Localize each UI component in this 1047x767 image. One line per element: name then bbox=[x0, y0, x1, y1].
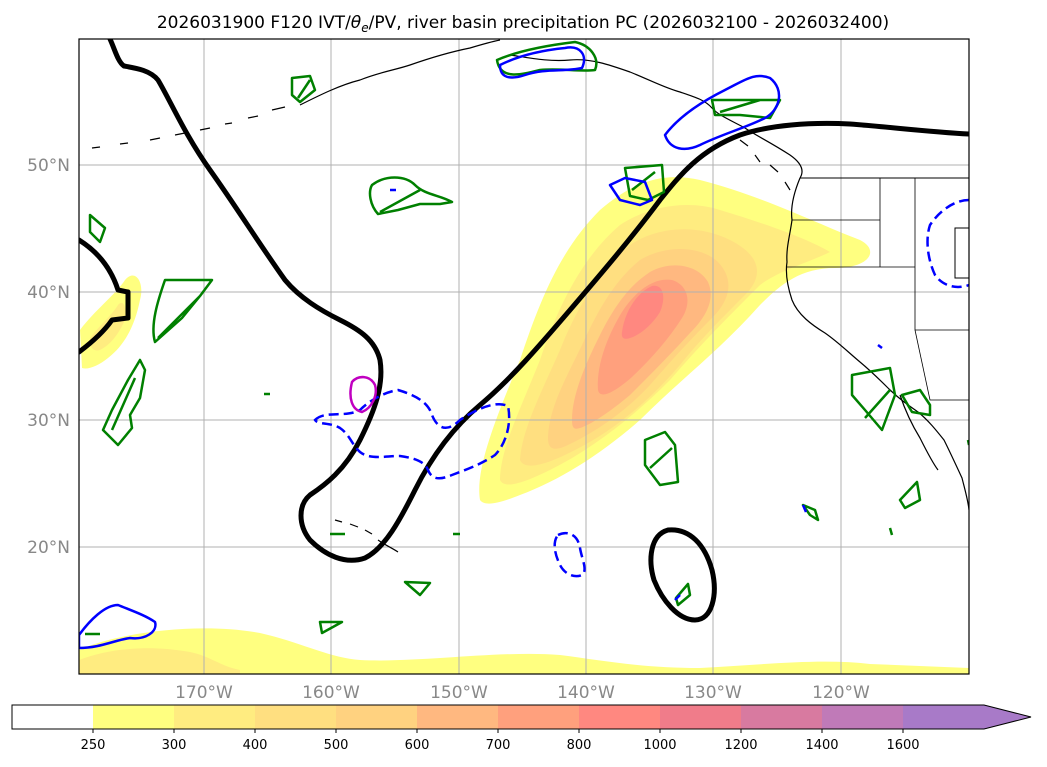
green-contour-south-small3 bbox=[318, 620, 344, 635]
colorbar-tick-label: 1600 bbox=[886, 738, 919, 753]
alaska-coast bbox=[299, 39, 803, 179]
colorbar-tick-label: 800 bbox=[567, 738, 592, 753]
green-contour-west-south bbox=[101, 358, 147, 447]
ivt-contour-700 bbox=[597, 279, 688, 395]
latitude-labels: 50°N 40°N 30°N 20°N bbox=[27, 156, 70, 558]
green-contour-south-small2 bbox=[403, 580, 432, 597]
colorbar-segment bbox=[174, 705, 256, 729]
map-area bbox=[79, 39, 969, 674]
colorbar-tick-label: 400 bbox=[243, 738, 268, 753]
blue-contour-kaiser bbox=[608, 176, 654, 207]
longitude-labels: 170°W 160°W 150°W 140°W 130°W 120°W bbox=[175, 683, 870, 703]
colorbar-tick-label: 500 bbox=[324, 738, 349, 753]
baja-coast bbox=[899, 394, 939, 471]
colorbar-segment bbox=[579, 705, 661, 729]
green-contour-west-small bbox=[88, 213, 107, 244]
colorbar-segment bbox=[741, 705, 823, 729]
bc-coast-islands bbox=[739, 139, 791, 191]
colorbar: 250 300 400 500 600 700 800 1000 1200 1400 1600 bbox=[11, 704, 1032, 753]
lon-label-150w: 150°W bbox=[430, 683, 488, 703]
colorbar-segment bbox=[903, 705, 985, 729]
green-contour-south-east bbox=[898, 480, 922, 510]
lon-label-160w: 160°W bbox=[302, 683, 360, 703]
blue-dashed-contour-central bbox=[313, 388, 511, 480]
colorbar-tick-label: 1400 bbox=[805, 738, 838, 753]
blue-contour-ca-dot bbox=[877, 344, 883, 349]
blue-dashed-contour-south bbox=[553, 531, 586, 578]
lon-label-130w: 130°W bbox=[684, 683, 742, 703]
region-box bbox=[954, 227, 969, 279]
colorbar-segment bbox=[498, 705, 580, 729]
black-contour-main bbox=[107, 39, 969, 563]
map-frame bbox=[78, 38, 970, 675]
black-contour-west bbox=[79, 237, 131, 355]
green-contour-tiny bbox=[85, 392, 969, 636]
green-contour-west-ridge bbox=[152, 278, 214, 344]
colorbar-extend-arrow bbox=[984, 705, 1031, 729]
lon-label-120w: 120°W bbox=[812, 683, 870, 703]
lat-label-50n: 50°N bbox=[27, 156, 70, 176]
green-contour-mid-north bbox=[368, 176, 454, 216]
gridlines bbox=[79, 39, 969, 674]
green-contour-california bbox=[850, 366, 897, 432]
colorbar-segment bbox=[660, 705, 742, 729]
green-contour-gulf bbox=[495, 40, 598, 76]
colorbar-tick-label: 300 bbox=[162, 738, 187, 753]
blue-contour-loop-inner bbox=[674, 594, 681, 601]
blue-dashed-contour-east bbox=[926, 198, 969, 289]
lon-label-140w: 140°W bbox=[557, 683, 615, 703]
figure-title: 2026031900 F120 IVT/θe/PV, river basin p… bbox=[157, 13, 889, 35]
colorbar-segment bbox=[822, 705, 904, 729]
lon-label-170w: 170°W bbox=[175, 683, 233, 703]
aleutian-islands bbox=[91, 106, 286, 149]
blue-dashed-contours bbox=[313, 198, 969, 578]
colorbar-segment bbox=[93, 705, 175, 729]
green-contour-loop-inner bbox=[674, 582, 692, 607]
green-contour-south-small1 bbox=[801, 503, 820, 522]
colorbar-tick-label: 700 bbox=[486, 738, 511, 753]
colorbar-tick-label: 600 bbox=[405, 738, 430, 753]
green-contour-baja bbox=[900, 388, 932, 417]
ivt-contour-south bbox=[79, 628, 969, 674]
ivt-contour-800 bbox=[621, 285, 664, 339]
colorbar-segment bbox=[417, 705, 499, 729]
blue-contour-sw bbox=[79, 603, 157, 650]
blue-contour-bc bbox=[663, 74, 781, 151]
lat-label-20n: 20°N bbox=[27, 538, 70, 558]
green-contour-alaska bbox=[290, 74, 317, 104]
black-contours bbox=[79, 39, 969, 623]
green-contour-bc bbox=[710, 98, 782, 120]
green-contour-central bbox=[643, 430, 680, 487]
lat-label-40n: 40°N bbox=[27, 283, 70, 303]
hawaii-islands bbox=[334, 519, 399, 553]
colorbar-tick-label: 1200 bbox=[724, 738, 757, 753]
coastlines bbox=[91, 39, 969, 553]
colorbar-segment bbox=[12, 705, 94, 729]
blue-contour-se-dot bbox=[801, 504, 808, 513]
ivt-contour-south-inner bbox=[79, 648, 240, 674]
north-america-coast bbox=[785, 177, 969, 511]
magenta-contour bbox=[349, 375, 377, 414]
us-state-borders bbox=[787, 178, 969, 401]
black-contour-loop bbox=[648, 527, 717, 623]
colorbar-tick-label: 250 bbox=[81, 738, 106, 753]
blue-contours bbox=[79, 46, 883, 650]
lat-label-30n: 30°N bbox=[27, 411, 70, 431]
colorbar-tick-label: 1000 bbox=[643, 738, 676, 753]
colorbar-segment bbox=[255, 705, 337, 729]
colorbar-segment bbox=[336, 705, 418, 729]
blue-contour-gulf bbox=[498, 46, 586, 79]
colorbar-outline bbox=[11, 704, 1032, 730]
green-contours bbox=[85, 40, 969, 636]
